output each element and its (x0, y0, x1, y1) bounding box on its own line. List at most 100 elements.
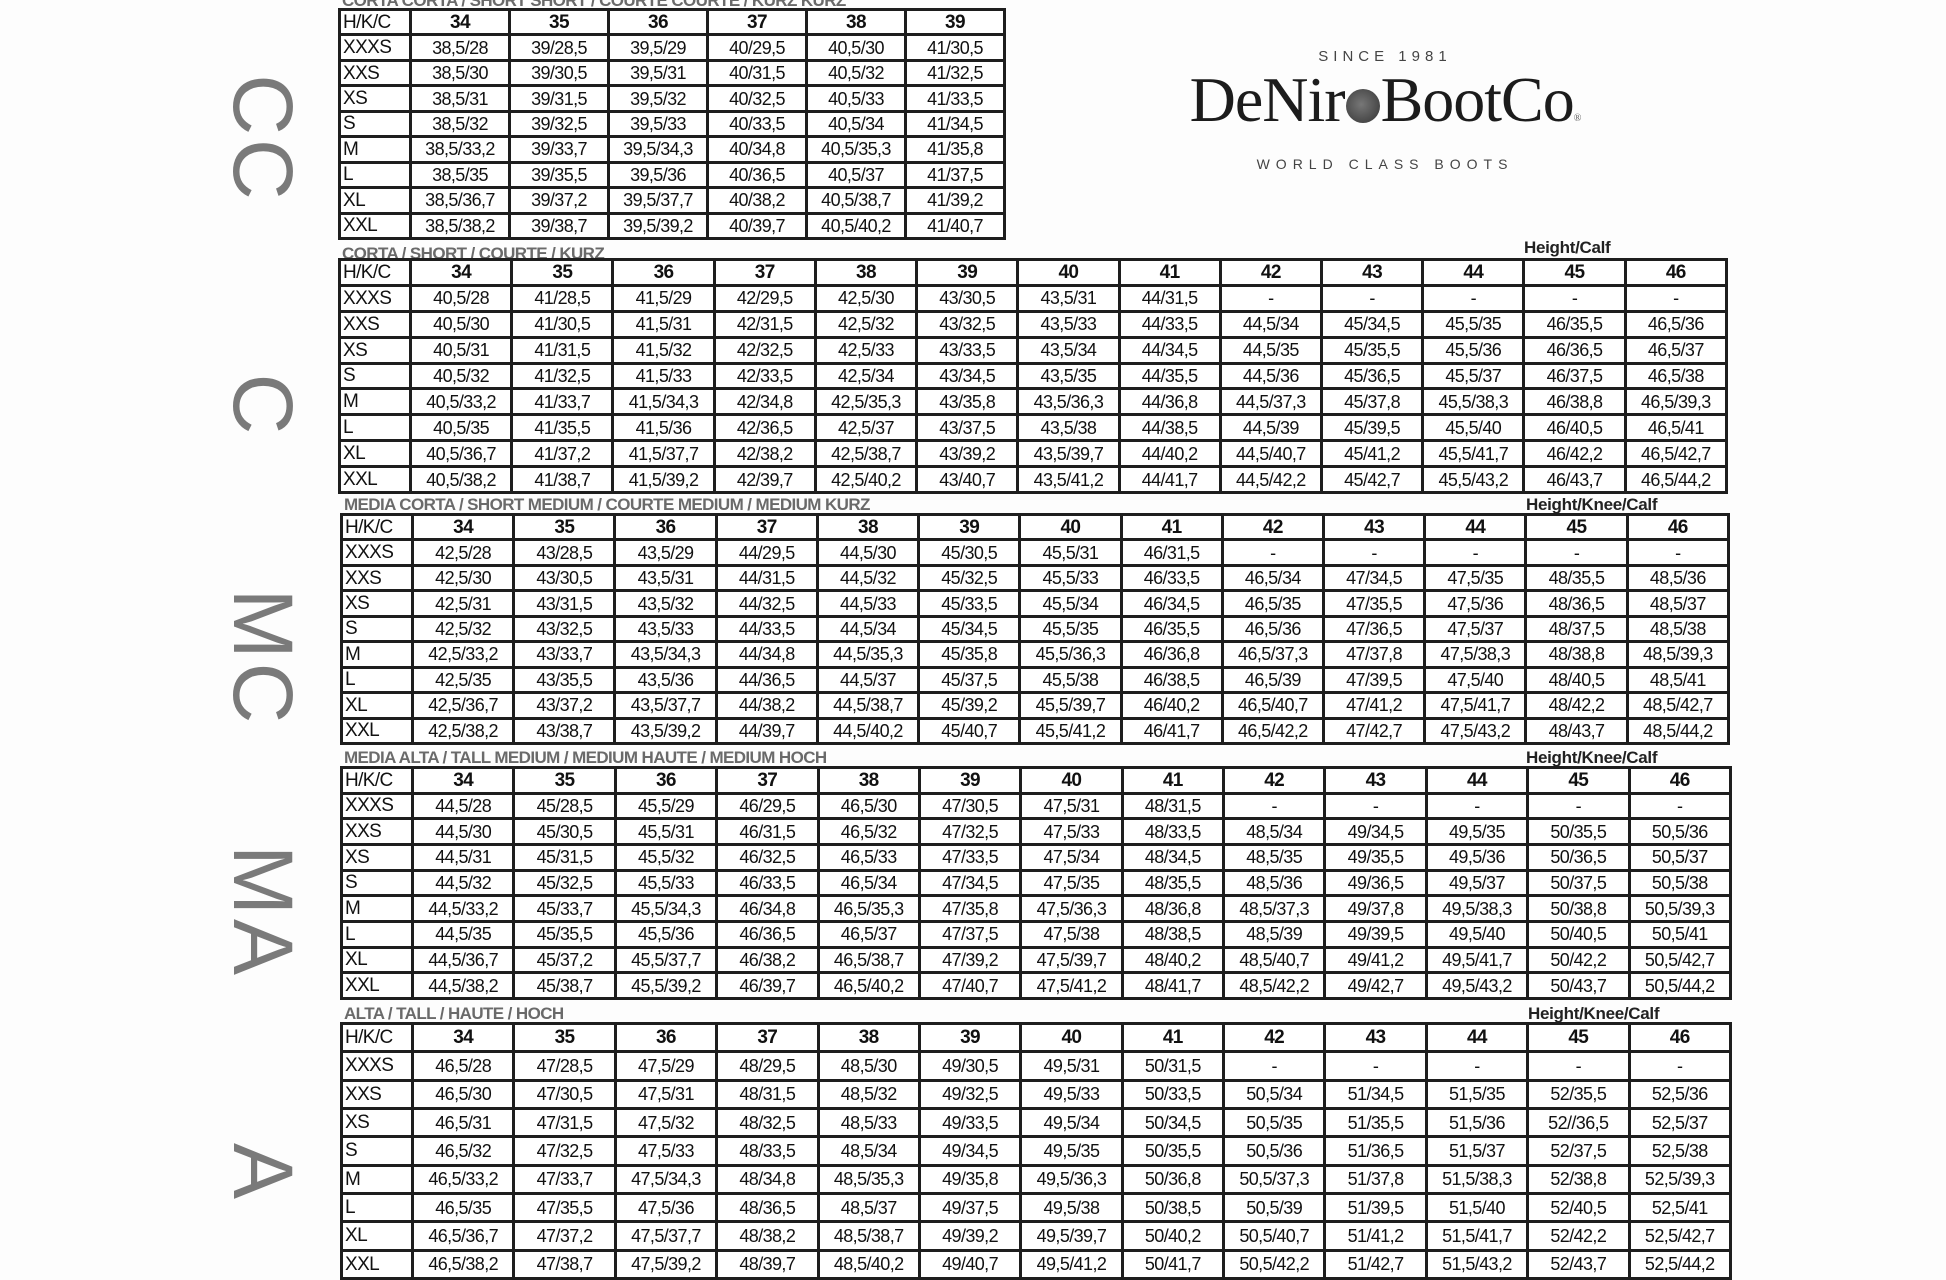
table-cell: 44/32,5 (717, 592, 816, 615)
table-cell: 49/32,5 (920, 1081, 1020, 1107)
table-cell: 48,5/34 (819, 1138, 918, 1164)
table-cell: 44,5/28 (414, 794, 513, 818)
table-cell: 40/38,2 (709, 189, 805, 212)
table-cell: 46/36,5 (718, 922, 817, 946)
table-cell: 50,5/37,3 (1225, 1166, 1324, 1192)
table-cell: - (1223, 541, 1322, 564)
row-header-size: XS (343, 1109, 411, 1136)
column-header-size: 44 (1427, 1025, 1527, 1051)
table-cell: 45,5/31 (616, 820, 716, 843)
table-cell: 45/32,5 (515, 871, 614, 895)
table-cell: 39/31,5 (511, 87, 607, 110)
table-cell: 42,5/28 (414, 541, 513, 564)
table-row: XXS 44,5/30 45/30,5 45,5/31 46/31,5 46,5/32 47… (343, 820, 1729, 843)
table-cell: 45/33,7 (515, 897, 614, 920)
table-cell: 49,5/38 (1022, 1194, 1121, 1221)
table-cell: 47,5/36 (616, 1194, 716, 1221)
table-cell: 44/31,5 (1120, 286, 1219, 310)
row-header-size: M (341, 390, 409, 414)
table-cell: 44/34,8 (717, 643, 816, 666)
column-header-size: 39 (920, 1025, 1020, 1051)
table-header-row: H/K/C 34 35 36 37 38 39 40 41 42 43 44 45 46 (343, 1025, 1729, 1051)
row-header-size: M (341, 138, 409, 161)
table-row: XXL 40,5/38,2 41/38,7 41,5/39,2 42/39,7 42,5/… (341, 468, 1725, 491)
table-cell: 43,5/38 (1019, 416, 1118, 440)
column-header-size: 35 (515, 769, 614, 792)
table-cell: 41,5/36 (614, 416, 713, 440)
table-cell: 52,5/36 (1630, 1081, 1729, 1107)
row-header-size: XS (341, 87, 409, 110)
table-row: S 40,5/32 41/32,5 41,5/33 42/33,5 42,5/34 43/3… (341, 364, 1725, 388)
table-cell: 50,5/36 (1630, 820, 1729, 843)
table-cell: 52,5/44,2 (1630, 1251, 1729, 1277)
table-cell: - (1326, 1053, 1425, 1079)
table-cell: 48,5/32 (819, 1081, 918, 1107)
table-cell: 45/32,5 (920, 566, 1019, 590)
table-cell: 39,5/29 (610, 36, 706, 59)
table-cell: 47,5/29 (616, 1053, 716, 1079)
table-cell: 47,5/38,3 (1426, 643, 1525, 666)
table-cell: 48,5/37 (819, 1194, 918, 1221)
table-cell: - (1626, 286, 1725, 310)
table-cell: 41/30,5 (513, 312, 612, 336)
table-cell: 44/40,2 (1120, 442, 1219, 465)
table-cell: 51/37,8 (1326, 1166, 1425, 1192)
table-cell: 40,5/28 (412, 286, 511, 310)
table-cell: 42,5/36,7 (414, 694, 513, 717)
table-cell: 47/35,5 (1324, 592, 1424, 615)
table-cell: 47,5/36,3 (1022, 897, 1121, 920)
row-header-size: XXL (341, 468, 409, 491)
table-cell: 43,5/31 (616, 566, 715, 590)
table-cell: 40,5/36,7 (412, 442, 511, 465)
table-row: M 42,5/33,2 43/33,7 43,5/34,3 44/34,8 44,5/35… (343, 643, 1727, 666)
table-cell: 45,5/38 (1021, 668, 1120, 692)
table-cell: 50/38,5 (1123, 1194, 1222, 1221)
table-cell: 41,5/32 (614, 338, 713, 362)
table-cell: - (1225, 794, 1324, 818)
table-cell: 43/40,7 (918, 468, 1017, 491)
table-cell: 48,5/36 (1225, 871, 1324, 895)
table-cell: 52/43,7 (1529, 1251, 1628, 1277)
table-cell: 44/33,5 (1120, 312, 1219, 336)
table-cell: 46,5/38,7 (819, 948, 918, 972)
table-cell: 45,5/34,3 (616, 897, 716, 920)
table-cell: 51/39,5 (1326, 1194, 1425, 1221)
table-cell: 40,5/33,2 (412, 390, 511, 414)
table-cell: 43/35,5 (515, 668, 614, 692)
column-header-size: 41 (1122, 516, 1221, 539)
table-cell: 45,5/31 (1021, 541, 1120, 564)
column-header-size: 45 (1529, 769, 1628, 792)
table-cell: 48,5/44,2 (1628, 719, 1727, 742)
corner-header: H/K/C (341, 261, 409, 284)
table-cell: 47,5/38 (1022, 922, 1121, 946)
table-cell: 45/37,2 (515, 948, 614, 972)
table-cell: 43,5/31 (1019, 286, 1118, 310)
table-cell: 49/35,8 (920, 1166, 1020, 1192)
table-cell: 46,5/44,2 (1626, 468, 1725, 491)
coin-icon (1345, 89, 1380, 124)
table-note: Height/Calf (1524, 238, 1611, 257)
column-header-size: 41 (1123, 769, 1222, 792)
table-cell: 49,5/37 (1427, 871, 1527, 895)
row-header-size: XXXS (343, 794, 411, 818)
column-header-size: 38 (819, 1025, 918, 1051)
table-cell: 45/31,5 (515, 845, 614, 869)
size-table: H/K/C 34 35 36 37 38 39 40 41 42 43 44 45 46 XXXS 44,5/… (340, 766, 1732, 1000)
table-cell: 46,5/42,7 (1626, 442, 1725, 465)
row-header-size: L (343, 922, 411, 946)
table-cell: 44,5/31 (414, 845, 513, 869)
table-cell: 39,5/32 (610, 87, 706, 110)
table-cell: 41/33,5 (907, 87, 1003, 110)
logo-since: SINCE 1981 (1318, 48, 1452, 65)
table-cell: 48,5/39 (1225, 922, 1324, 946)
table-cell: 44/29,5 (717, 541, 816, 564)
table-cell: 48/38,5 (1123, 922, 1222, 946)
table-header-row: H/K/C 34 35 36 37 38 39 40 41 42 43 44 45 46 (343, 769, 1729, 792)
table-cell: 48/35,5 (1527, 566, 1626, 590)
table-cell: 45,5/35 (1424, 312, 1523, 336)
table-title: ALTA / TALL / HAUTE / HOCH (344, 1004, 564, 1023)
table-cell: 45/35,5 (1322, 338, 1422, 362)
table-cell: 47/32,5 (515, 1138, 614, 1164)
table-cell: 46/36,5 (1525, 338, 1624, 362)
table-cell: 47,5/41,7 (1426, 694, 1525, 717)
